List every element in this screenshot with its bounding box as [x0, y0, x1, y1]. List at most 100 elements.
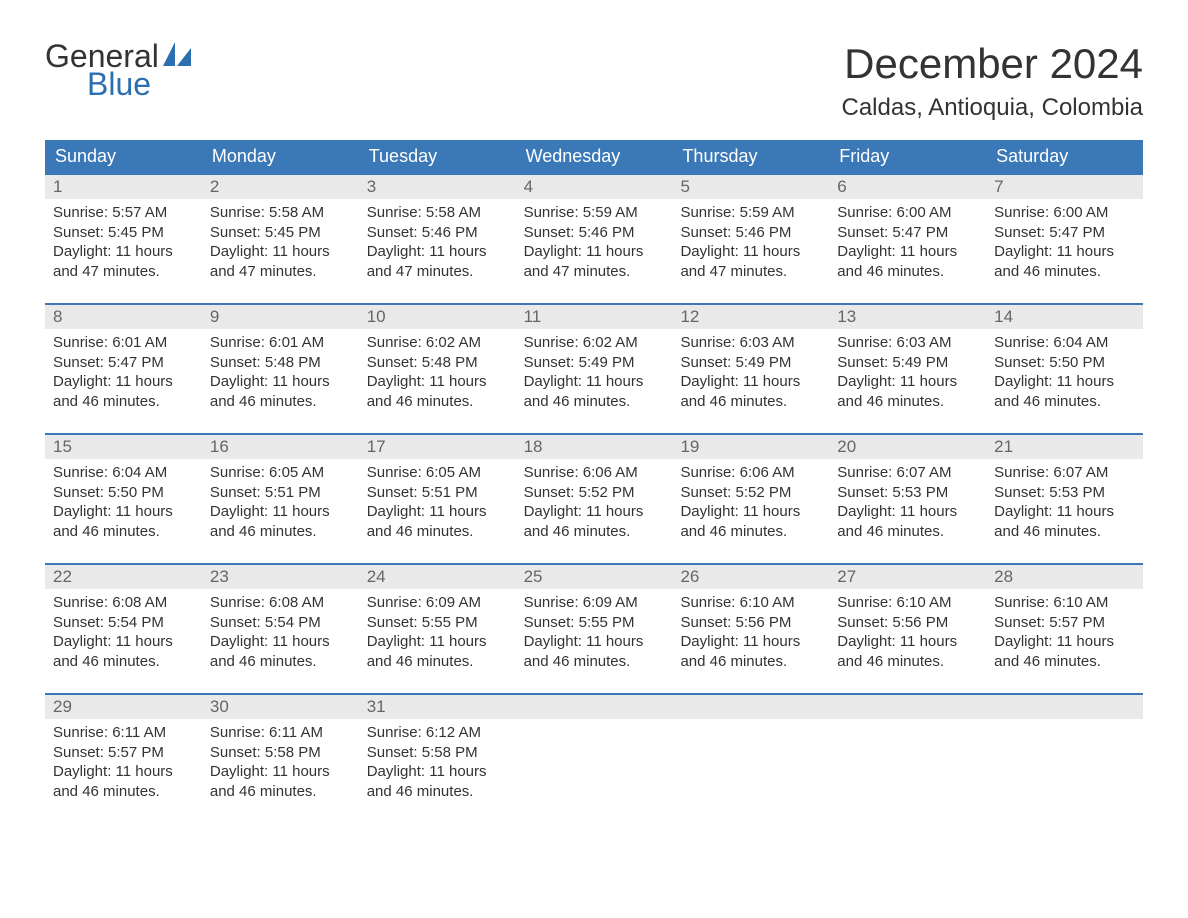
sunrise-line: Sunrise: 6:08 AM — [53, 593, 194, 613]
day-cell: 6Sunrise: 6:00 AMSunset: 5:47 PMDaylight… — [829, 175, 986, 289]
day-number: 28 — [986, 565, 1143, 589]
sunset-line: Sunset: 5:52 PM — [680, 483, 821, 503]
weekday-header: Wednesday — [516, 140, 673, 173]
daylight-line: Daylight: 11 hours and 46 minutes. — [53, 632, 194, 671]
sunset-line: Sunset: 5:55 PM — [367, 613, 508, 633]
day-number — [672, 695, 829, 719]
day-number: 7 — [986, 175, 1143, 199]
weekday-header: Thursday — [672, 140, 829, 173]
day-number: 23 — [202, 565, 359, 589]
sunset-line: Sunset: 5:49 PM — [524, 353, 665, 373]
day-body: Sunrise: 6:04 AMSunset: 5:50 PMDaylight:… — [986, 329, 1143, 419]
sunset-line: Sunset: 5:47 PM — [994, 223, 1135, 243]
day-number: 1 — [45, 175, 202, 199]
day-body: Sunrise: 6:01 AMSunset: 5:47 PMDaylight:… — [45, 329, 202, 419]
daylight-line: Daylight: 11 hours and 46 minutes. — [53, 762, 194, 801]
day-cell: 29Sunrise: 6:11 AMSunset: 5:57 PMDayligh… — [45, 695, 202, 809]
sunrise-line: Sunrise: 6:07 AM — [837, 463, 978, 483]
day-number: 3 — [359, 175, 516, 199]
day-body: Sunrise: 6:05 AMSunset: 5:51 PMDaylight:… — [359, 459, 516, 549]
sunrise-line: Sunrise: 5:58 AM — [210, 203, 351, 223]
day-cell: 9Sunrise: 6:01 AMSunset: 5:48 PMDaylight… — [202, 305, 359, 419]
daylight-line: Daylight: 11 hours and 46 minutes. — [524, 372, 665, 411]
day-number: 10 — [359, 305, 516, 329]
day-cell: 15Sunrise: 6:04 AMSunset: 5:50 PMDayligh… — [45, 435, 202, 549]
day-body: Sunrise: 6:09 AMSunset: 5:55 PMDaylight:… — [359, 589, 516, 679]
day-number: 19 — [672, 435, 829, 459]
sunrise-line: Sunrise: 5:59 AM — [680, 203, 821, 223]
sunrise-line: Sunrise: 6:11 AM — [53, 723, 194, 743]
day-cell: 18Sunrise: 6:06 AMSunset: 5:52 PMDayligh… — [516, 435, 673, 549]
sunrise-line: Sunrise: 6:11 AM — [210, 723, 351, 743]
daylight-line: Daylight: 11 hours and 46 minutes. — [680, 502, 821, 541]
day-cell — [672, 695, 829, 809]
day-body: Sunrise: 6:02 AMSunset: 5:49 PMDaylight:… — [516, 329, 673, 419]
sunset-line: Sunset: 5:46 PM — [367, 223, 508, 243]
day-cell: 20Sunrise: 6:07 AMSunset: 5:53 PMDayligh… — [829, 435, 986, 549]
day-body: Sunrise: 5:57 AMSunset: 5:45 PMDaylight:… — [45, 199, 202, 289]
sunset-line: Sunset: 5:51 PM — [210, 483, 351, 503]
sunset-line: Sunset: 5:49 PM — [680, 353, 821, 373]
daylight-line: Daylight: 11 hours and 46 minutes. — [837, 242, 978, 281]
header-row: General Blue December 2024 Caldas, Antio… — [45, 40, 1143, 122]
day-number: 24 — [359, 565, 516, 589]
sunset-line: Sunset: 5:52 PM — [524, 483, 665, 503]
day-cell: 26Sunrise: 6:10 AMSunset: 5:56 PMDayligh… — [672, 565, 829, 679]
calendar-header-row: SundayMondayTuesdayWednesdayThursdayFrid… — [45, 140, 1143, 173]
day-cell: 14Sunrise: 6:04 AMSunset: 5:50 PMDayligh… — [986, 305, 1143, 419]
day-cell: 4Sunrise: 5:59 AMSunset: 5:46 PMDaylight… — [516, 175, 673, 289]
day-body: Sunrise: 6:02 AMSunset: 5:48 PMDaylight:… — [359, 329, 516, 419]
calendar: SundayMondayTuesdayWednesdayThursdayFrid… — [45, 140, 1143, 809]
sunrise-line: Sunrise: 6:08 AM — [210, 593, 351, 613]
weekday-header: Saturday — [986, 140, 1143, 173]
sunset-line: Sunset: 5:56 PM — [837, 613, 978, 633]
day-cell: 7Sunrise: 6:00 AMSunset: 5:47 PMDaylight… — [986, 175, 1143, 289]
day-body: Sunrise: 6:04 AMSunset: 5:50 PMDaylight:… — [45, 459, 202, 549]
day-number: 6 — [829, 175, 986, 199]
day-body: Sunrise: 6:12 AMSunset: 5:58 PMDaylight:… — [359, 719, 516, 809]
title-block: December 2024 Caldas, Antioquia, Colombi… — [841, 40, 1143, 122]
day-cell: 21Sunrise: 6:07 AMSunset: 5:53 PMDayligh… — [986, 435, 1143, 549]
daylight-line: Daylight: 11 hours and 46 minutes. — [994, 632, 1135, 671]
day-number: 30 — [202, 695, 359, 719]
sunset-line: Sunset: 5:47 PM — [53, 353, 194, 373]
sunrise-line: Sunrise: 6:10 AM — [680, 593, 821, 613]
day-body: Sunrise: 5:58 AMSunset: 5:45 PMDaylight:… — [202, 199, 359, 289]
day-body: Sunrise: 6:07 AMSunset: 5:53 PMDaylight:… — [986, 459, 1143, 549]
sunrise-line: Sunrise: 6:05 AM — [367, 463, 508, 483]
day-body: Sunrise: 6:11 AMSunset: 5:57 PMDaylight:… — [45, 719, 202, 809]
day-cell: 16Sunrise: 6:05 AMSunset: 5:51 PMDayligh… — [202, 435, 359, 549]
sunset-line: Sunset: 5:51 PM — [367, 483, 508, 503]
day-number: 11 — [516, 305, 673, 329]
daylight-line: Daylight: 11 hours and 46 minutes. — [994, 372, 1135, 411]
sunrise-line: Sunrise: 6:06 AM — [524, 463, 665, 483]
day-body: Sunrise: 6:05 AMSunset: 5:51 PMDaylight:… — [202, 459, 359, 549]
day-number: 8 — [45, 305, 202, 329]
week-row: 29Sunrise: 6:11 AMSunset: 5:57 PMDayligh… — [45, 693, 1143, 809]
sunrise-line: Sunrise: 6:04 AM — [994, 333, 1135, 353]
daylight-line: Daylight: 11 hours and 46 minutes. — [53, 502, 194, 541]
daylight-line: Daylight: 11 hours and 46 minutes. — [367, 372, 508, 411]
daylight-line: Daylight: 11 hours and 46 minutes. — [367, 632, 508, 671]
weeks-container: 1Sunrise: 5:57 AMSunset: 5:45 PMDaylight… — [45, 173, 1143, 809]
day-body: Sunrise: 6:06 AMSunset: 5:52 PMDaylight:… — [516, 459, 673, 549]
week-row: 1Sunrise: 5:57 AMSunset: 5:45 PMDaylight… — [45, 173, 1143, 289]
day-cell — [986, 695, 1143, 809]
day-number: 12 — [672, 305, 829, 329]
daylight-line: Daylight: 11 hours and 46 minutes. — [210, 632, 351, 671]
sunrise-line: Sunrise: 6:03 AM — [680, 333, 821, 353]
sunset-line: Sunset: 5:46 PM — [680, 223, 821, 243]
day-cell: 12Sunrise: 6:03 AMSunset: 5:49 PMDayligh… — [672, 305, 829, 419]
sunrise-line: Sunrise: 6:07 AM — [994, 463, 1135, 483]
day-cell: 25Sunrise: 6:09 AMSunset: 5:55 PMDayligh… — [516, 565, 673, 679]
day-cell: 2Sunrise: 5:58 AMSunset: 5:45 PMDaylight… — [202, 175, 359, 289]
day-number: 18 — [516, 435, 673, 459]
day-number: 29 — [45, 695, 202, 719]
day-body: Sunrise: 6:10 AMSunset: 5:57 PMDaylight:… — [986, 589, 1143, 679]
sunset-line: Sunset: 5:50 PM — [53, 483, 194, 503]
day-number — [516, 695, 673, 719]
sunset-line: Sunset: 5:47 PM — [837, 223, 978, 243]
sunset-line: Sunset: 5:54 PM — [53, 613, 194, 633]
day-body: Sunrise: 5:59 AMSunset: 5:46 PMDaylight:… — [516, 199, 673, 289]
day-body: Sunrise: 6:08 AMSunset: 5:54 PMDaylight:… — [45, 589, 202, 679]
